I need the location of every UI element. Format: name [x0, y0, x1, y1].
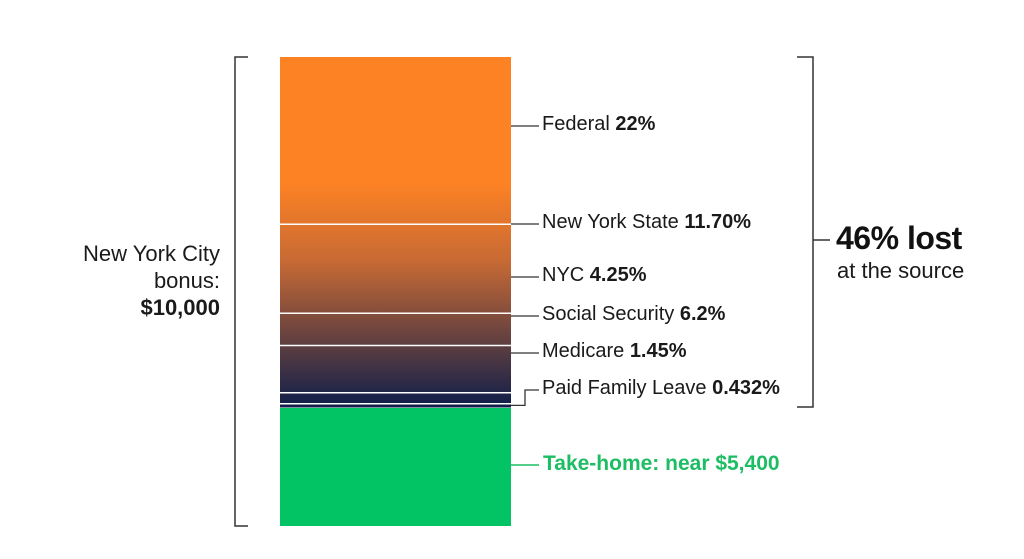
- segment-value: 0.432%: [712, 377, 780, 399]
- takehome-label: Take-home: near $5,400: [543, 452, 780, 475]
- bar-segment-new-york-state: [280, 224, 511, 314]
- segment-label-social-security: Social Security 6.2%: [542, 303, 725, 326]
- total-bracket: [234, 56, 248, 527]
- segment-label-paid-family-leave: Paid Family Leave 0.432%: [542, 377, 780, 400]
- segment-label-federal: Federal 22%: [542, 113, 655, 136]
- bar-segment-federal: [280, 57, 511, 225]
- segment-name: Paid Family Leave: [542, 377, 713, 399]
- segment-value: 11.70%: [684, 211, 752, 233]
- bar-segment-takehome: [280, 408, 511, 526]
- leader-line-paid-family-leave: [511, 389, 539, 407]
- total-label-line1: New York City: [83, 241, 220, 266]
- lost-subline: at the source: [837, 258, 965, 283]
- bar-segment-medicare: [280, 392, 511, 405]
- total-label: New York City bonus: $10,000: [83, 240, 220, 321]
- segment-name: Social Security: [542, 303, 680, 325]
- total-label-line2: bonus:: [153, 268, 220, 293]
- segment-name: Medicare: [542, 340, 630, 362]
- segment-label-nyc: NYC 4.25%: [542, 264, 647, 287]
- segment-label-medicare: Medicare 1.45%: [542, 340, 687, 363]
- bar-segment-social-security: [280, 345, 511, 394]
- total-amount: $10,000: [140, 295, 220, 320]
- segment-value: 1.45%: [629, 340, 687, 362]
- bar-segment-paid-family-leave: [280, 403, 511, 408]
- lost-bracket: [797, 56, 830, 408]
- segment-name: NYC: [542, 264, 590, 286]
- segment-value: 22%: [615, 113, 656, 135]
- segment-value: 6.2%: [679, 303, 726, 325]
- lost-headline: 46% lost: [836, 220, 962, 256]
- segment-name: Federal: [542, 113, 616, 135]
- segment-name: New York State: [542, 211, 685, 233]
- segment-label-new-york-state: New York State 11.70%: [542, 211, 751, 234]
- segment-value: 4.25%: [589, 264, 647, 286]
- bar-segment-nyc: [280, 313, 511, 347]
